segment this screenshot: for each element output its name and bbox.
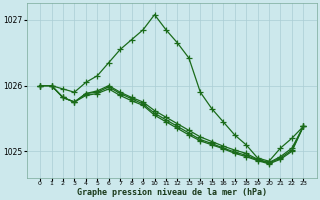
X-axis label: Graphe pression niveau de la mer (hPa): Graphe pression niveau de la mer (hPa) [77, 188, 267, 197]
